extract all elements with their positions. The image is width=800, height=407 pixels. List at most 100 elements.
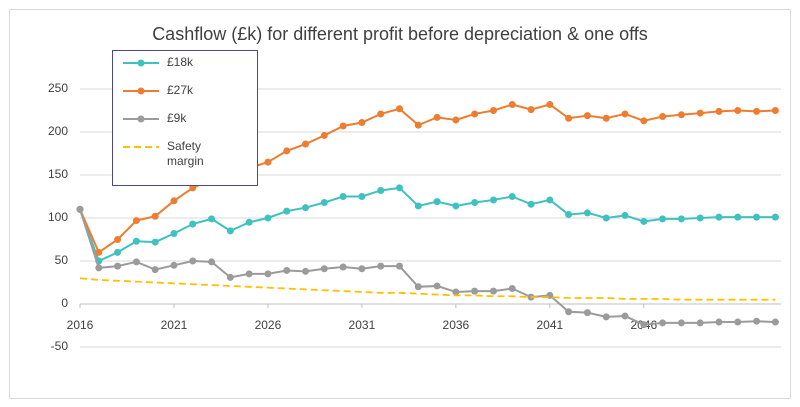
y-tick-label: 200 (48, 124, 68, 138)
data-point (489, 196, 497, 204)
data-point (621, 110, 629, 118)
data-point (734, 107, 742, 114)
legend-marker (137, 59, 145, 67)
data-point (508, 193, 516, 200)
legend-swatch (123, 115, 159, 123)
data-point (565, 211, 573, 219)
data-point (283, 207, 291, 215)
data-point (151, 238, 159, 246)
data-point (640, 217, 648, 225)
legend-marker (137, 87, 145, 95)
data-point (395, 184, 403, 192)
data-point (358, 265, 366, 273)
legend-entry: Safety margin (121, 139, 257, 169)
data-point (377, 110, 385, 118)
data-point (339, 263, 347, 271)
data-point (114, 248, 122, 256)
legend-label: £9k (167, 111, 187, 125)
legend-swatch (123, 146, 159, 148)
x-tick-label: 2016 (67, 318, 94, 332)
data-point (433, 282, 441, 290)
data-point (320, 199, 328, 207)
data-point (320, 131, 328, 139)
data-point (489, 107, 497, 114)
data-point (508, 285, 516, 293)
data-point (245, 218, 253, 226)
data-point (377, 186, 385, 194)
data-point (565, 114, 573, 122)
data-point (95, 248, 103, 256)
data-point (602, 313, 610, 321)
data-point (132, 237, 140, 245)
data-point (264, 158, 272, 166)
data-point (583, 209, 591, 217)
data-point (677, 215, 685, 223)
y-tick-label: 250 (48, 81, 68, 95)
legend-entry: £18k (121, 55, 257, 71)
data-point (189, 184, 197, 192)
data-point (640, 117, 648, 125)
data-point (151, 212, 159, 220)
data-point (753, 107, 761, 115)
data-point (546, 196, 554, 204)
legend: £18k £27k £9k Safety margin (112, 50, 258, 186)
data-point (358, 193, 366, 200)
data-point (339, 193, 347, 200)
data-point (114, 262, 122, 270)
data-point (583, 112, 591, 120)
data-point (677, 319, 685, 327)
data-point (546, 100, 554, 108)
data-point (339, 122, 347, 130)
data-point (452, 202, 460, 210)
data-point (677, 111, 685, 119)
data-point (734, 318, 742, 326)
y-tick-label: -50 (51, 339, 69, 353)
data-point (659, 319, 667, 327)
legend-swatch (123, 59, 159, 67)
data-point (527, 106, 535, 114)
data-point (208, 215, 216, 223)
data-point (659, 215, 667, 223)
data-point (414, 202, 422, 210)
data-point (508, 100, 516, 108)
data-point (170, 197, 178, 205)
y-tick-label: 150 (48, 167, 68, 181)
series-line (79, 277, 776, 301)
legend-label: Safety margin (167, 139, 204, 168)
legend-label: £18k (167, 55, 194, 69)
data-point (771, 107, 779, 114)
legend-label: £27k (167, 83, 194, 97)
data-point (621, 211, 629, 219)
data-point (377, 262, 385, 270)
y-tick-label: 100 (48, 210, 68, 224)
data-point (771, 213, 779, 221)
data-point (358, 119, 366, 127)
data-point (621, 312, 629, 320)
x-tick-label: 2041 (536, 318, 563, 332)
data-point (602, 214, 610, 222)
data-point (226, 273, 234, 281)
data-point (696, 109, 704, 117)
data-point (132, 217, 140, 225)
data-point (471, 110, 479, 118)
data-point (395, 105, 403, 113)
data-point (226, 227, 234, 235)
data-point (715, 213, 723, 221)
data-point (189, 257, 197, 265)
data-point (452, 288, 460, 296)
data-point (302, 267, 310, 275)
y-tick-label: 0 (61, 296, 68, 310)
data-point (771, 318, 779, 326)
data-point (76, 205, 84, 213)
data-point (414, 121, 422, 129)
data-point (696, 319, 704, 327)
x-tick-label: 2031 (349, 318, 376, 332)
x-tick-label: 2036 (443, 318, 470, 332)
data-point (395, 262, 403, 270)
data-point (471, 287, 479, 295)
data-point (245, 270, 253, 278)
data-point (659, 113, 667, 121)
legend-marker (137, 115, 145, 123)
data-point (151, 266, 159, 274)
